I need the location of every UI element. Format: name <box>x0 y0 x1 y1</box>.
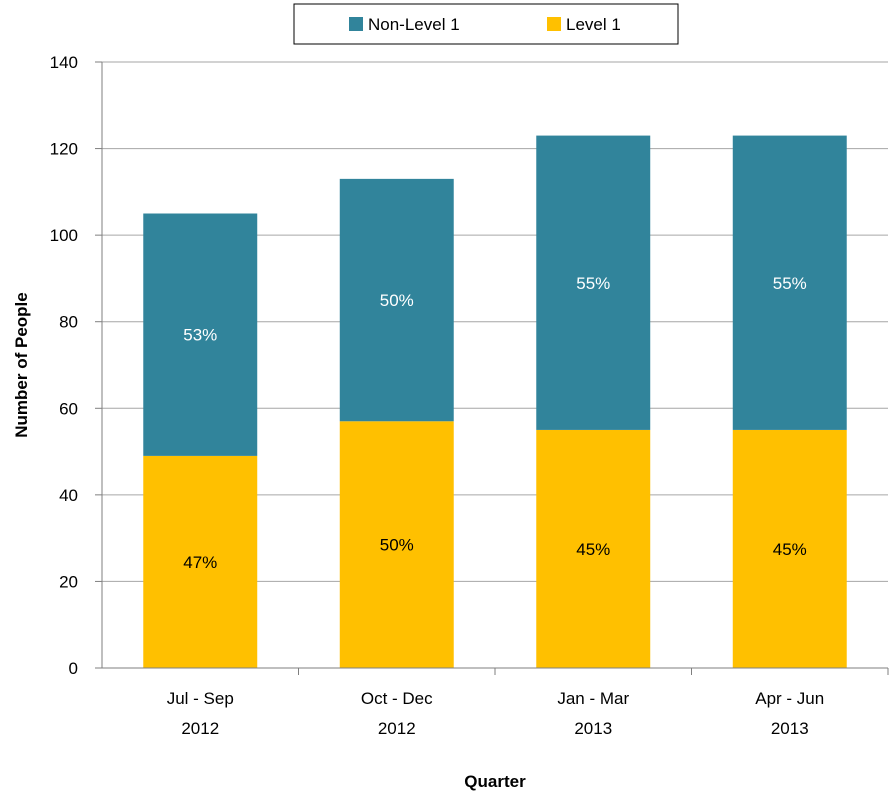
y-tick-label: 80 <box>59 313 78 332</box>
y-tick-label: 120 <box>50 140 78 159</box>
bars: 47% 53% 50% 50% 45% 55% 45% 55% <box>143 135 847 668</box>
bar-segment-non-level-1 <box>536 135 651 430</box>
legend-swatch <box>547 17 561 31</box>
legend-swatch <box>349 17 363 31</box>
data-label: 55% <box>576 274 610 293</box>
x-tick-label: 2012 <box>181 719 219 738</box>
data-label: 45% <box>576 540 610 559</box>
data-label: 47% <box>183 553 217 572</box>
legend-label: Non-Level 1 <box>368 15 460 34</box>
data-label: 55% <box>773 274 807 293</box>
bar-segment-level-1 <box>143 455 258 668</box>
x-tick-label: 2013 <box>771 719 809 738</box>
y-tick-label: 0 <box>69 659 78 678</box>
x-axis-title: Quarter <box>464 772 526 791</box>
data-label: 50% <box>380 536 414 555</box>
y-tick-label: 20 <box>59 572 78 591</box>
legend-label: Level 1 <box>566 15 621 34</box>
axes: 0 20 40 60 80 100 120 140 Jul - Sep 2012 Oct - Dec… <box>50 53 889 738</box>
x-tick-label: 2013 <box>574 719 612 738</box>
data-label: 53% <box>183 326 217 345</box>
x-tick-label: Jul - Sep <box>167 689 234 708</box>
bar-segment-level-1 <box>536 429 651 668</box>
data-label: 45% <box>773 540 807 559</box>
y-axis-title: Number of People <box>12 292 31 437</box>
x-tick-label: Apr - Jun <box>755 689 824 708</box>
bar-segment-level-1 <box>339 421 454 668</box>
y-tick-label: 100 <box>50 226 78 245</box>
x-tick-label: Jan - Mar <box>557 689 629 708</box>
data-label: 50% <box>380 291 414 310</box>
y-tick-label: 40 <box>59 486 78 505</box>
y-tick-label: 140 <box>50 53 78 72</box>
bar-segment-non-level-1 <box>339 178 454 422</box>
y-tick-label: 60 <box>59 399 78 418</box>
x-tick-label: Oct - Dec <box>361 689 433 708</box>
bar-segment-level-1 <box>732 429 847 668</box>
x-tick-label: 2012 <box>378 719 416 738</box>
bar-segment-non-level-1 <box>143 213 258 456</box>
bar-segment-non-level-1 <box>732 135 847 430</box>
legend: Non-Level 1 Level 1 <box>293 3 679 45</box>
